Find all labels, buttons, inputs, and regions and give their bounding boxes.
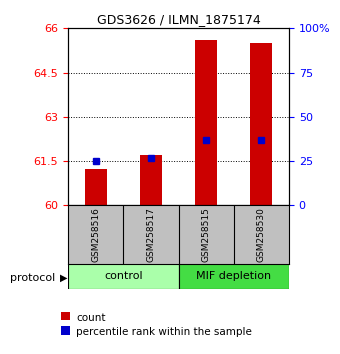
Bar <box>195 40 217 205</box>
Text: percentile rank within the sample: percentile rank within the sample <box>76 327 252 337</box>
Text: count: count <box>76 313 106 323</box>
Bar <box>85 169 107 205</box>
Bar <box>68 264 178 289</box>
Text: GSM258515: GSM258515 <box>202 207 210 262</box>
Bar <box>250 43 272 205</box>
Text: control: control <box>104 271 142 281</box>
Text: protocol: protocol <box>10 273 55 283</box>
Text: MIF depletion: MIF depletion <box>196 271 271 281</box>
Text: GSM258517: GSM258517 <box>147 207 155 262</box>
Bar <box>140 155 162 205</box>
Text: GSM258530: GSM258530 <box>257 207 266 262</box>
Title: GDS3626 / ILMN_1875174: GDS3626 / ILMN_1875174 <box>97 13 260 26</box>
Text: ▶: ▶ <box>59 273 67 283</box>
Text: GSM258516: GSM258516 <box>91 207 100 262</box>
Bar <box>178 264 289 289</box>
